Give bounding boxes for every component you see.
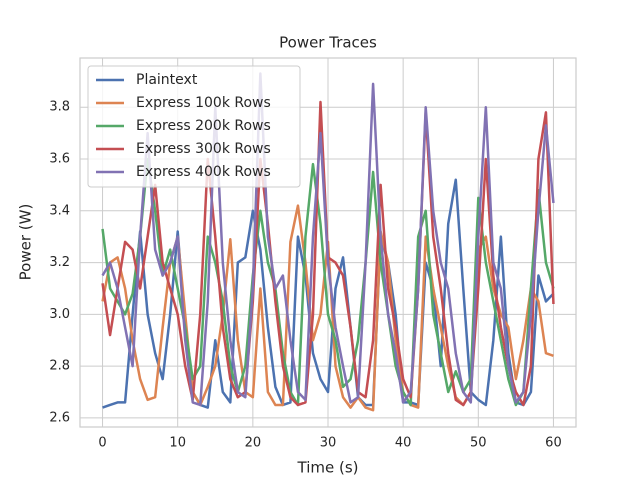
legend-label: Express 200k Rows xyxy=(136,118,271,134)
legend-label: Plaintext xyxy=(136,72,198,88)
x-axis-label: Time (s) xyxy=(297,459,359,477)
legend-label: Express 100k Rows xyxy=(136,95,271,111)
line-series xyxy=(101,157,555,407)
y-tick-label: 3.8 xyxy=(49,100,70,115)
legend: Plaintext Express 100k Rows Express 200k R… xyxy=(87,65,301,188)
x-tick-label: 50 xyxy=(470,436,487,451)
x-tick-label: 0 xyxy=(98,436,106,451)
chart-title: Power Traces xyxy=(279,34,377,52)
legend-label: Express 400k Rows xyxy=(136,164,271,180)
plot-frame xyxy=(79,57,577,428)
legend-label: Express 300k Rows xyxy=(136,141,271,157)
y-tick-label: 2.8 xyxy=(49,359,70,374)
x-tick-label: 20 xyxy=(245,436,262,451)
y-tick-label: 3.2 xyxy=(49,255,70,270)
y-tick-label: 3.0 xyxy=(49,307,70,322)
y-tick-label: 3.4 xyxy=(49,203,70,218)
line-series xyxy=(102,178,555,409)
legend-box xyxy=(87,65,301,188)
line-series xyxy=(101,72,555,407)
x-tick-label: 40 xyxy=(395,436,412,451)
x-tick-label: 30 xyxy=(320,436,337,451)
x-tick-label: 60 xyxy=(545,436,562,451)
y-axis-label: Power (W) xyxy=(17,204,35,281)
y-tick-label: 3.6 xyxy=(49,151,70,166)
y-tick-label: 2.6 xyxy=(49,410,70,425)
x-tick-label: 10 xyxy=(169,436,186,451)
